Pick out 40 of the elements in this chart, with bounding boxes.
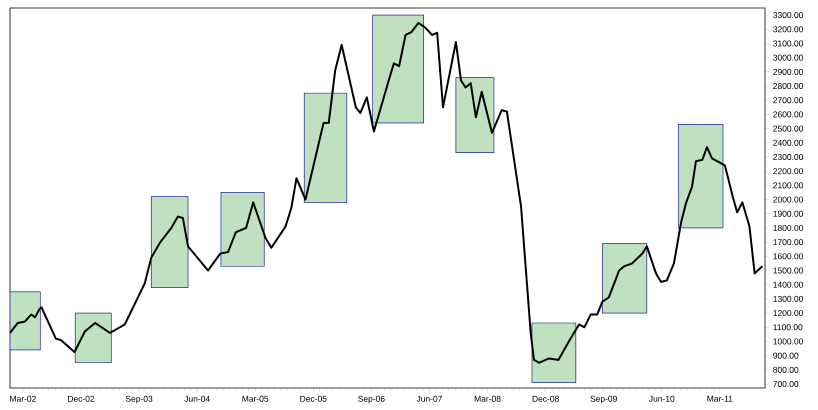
y-tick-label: 2400.00 bbox=[773, 140, 804, 146]
x-tick-label: Jun-04 bbox=[184, 396, 210, 402]
y-tick-label: 1800.00 bbox=[773, 224, 804, 231]
y-tick-label: 1300.00 bbox=[773, 296, 804, 302]
y-tick-label: 1500.00 bbox=[773, 268, 804, 274]
y-tick-label: 1000.00 bbox=[773, 338, 804, 344]
y-tick-label: 1600.00 bbox=[773, 253, 804, 260]
y-tick-label: 1200.00 bbox=[773, 310, 804, 316]
x-tick-label: Mar-02 bbox=[10, 396, 36, 402]
x-tick-label: Sep-03 bbox=[126, 396, 152, 404]
x-tick-label: Sep-06 bbox=[358, 396, 385, 404]
y-tick-label: 3000.00 bbox=[773, 54, 804, 61]
y-tick-label: 2000.00 bbox=[773, 196, 804, 203]
x-tick-label: Dec-02 bbox=[68, 396, 94, 402]
y-tick-label: 700.00 bbox=[773, 381, 798, 388]
y-tick-label: 3200.00 bbox=[773, 26, 804, 32]
y-tick-label: 2800.00 bbox=[773, 83, 804, 90]
x-tick-label: Dec-05 bbox=[300, 396, 327, 402]
y-tick-label: 800.00 bbox=[773, 366, 798, 373]
x-tick-label: Dec-08 bbox=[532, 396, 559, 402]
y-tick-label: 1100.00 bbox=[773, 324, 802, 330]
x-tick-label: Mar-11 bbox=[707, 396, 733, 402]
y-tick-label: 1900.00 bbox=[773, 210, 804, 217]
y-tick-label: 1700.00 bbox=[773, 239, 804, 246]
y-tick-label: 900.00 bbox=[773, 352, 798, 359]
x-tick-label: Mar-08 bbox=[474, 396, 501, 402]
y-tick-label: 1400.00 bbox=[773, 282, 804, 288]
y-tick-label: 2600.00 bbox=[773, 111, 804, 118]
y-tick-label: 2100.00 bbox=[773, 182, 804, 188]
y-tick-label: 2300.00 bbox=[773, 154, 804, 160]
x-tick-label: Mar-05 bbox=[242, 396, 268, 402]
x-tick-label: Sep-09 bbox=[590, 396, 617, 404]
x-tick-label: Jun-07 bbox=[416, 396, 442, 402]
x-tick-label: Jun-10 bbox=[648, 396, 674, 402]
y-tick-label: 3300.00 bbox=[773, 12, 804, 18]
y-tick-label: 3100.00 bbox=[773, 40, 804, 46]
y-tick-label: 2500.00 bbox=[773, 126, 804, 132]
y-tick-label: 2700.00 bbox=[773, 97, 804, 104]
y-tick-label: 2200.00 bbox=[773, 168, 804, 174]
y-tick-label: 2900.00 bbox=[773, 68, 804, 75]
